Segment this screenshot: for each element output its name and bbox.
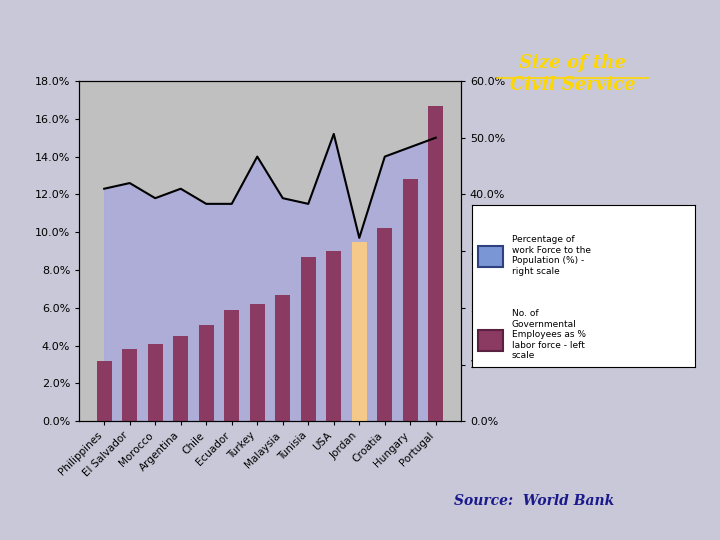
Text: Source:  World Bank: Source: World Bank bbox=[454, 494, 614, 508]
Bar bbox=[351, 242, 367, 421]
Text: Percentage of
work Force to the
Population (%) -
right scale: Percentage of work Force to the Populati… bbox=[512, 235, 591, 275]
Bar bbox=[275, 295, 290, 421]
Bar bbox=[478, 330, 503, 351]
Bar bbox=[250, 304, 265, 421]
Bar bbox=[173, 336, 189, 421]
Bar bbox=[96, 361, 112, 421]
Text: No. of
Governmental
Employees as %
labor force - left
scale: No. of Governmental Employees as % labor… bbox=[512, 309, 586, 360]
Bar bbox=[377, 228, 392, 421]
Text: Size of the
Civil Service: Size of the Civil Service bbox=[510, 54, 635, 94]
Bar bbox=[122, 349, 138, 421]
Bar bbox=[428, 106, 444, 421]
Bar bbox=[148, 344, 163, 421]
Bar bbox=[301, 257, 316, 421]
Bar bbox=[402, 179, 418, 421]
Bar bbox=[224, 309, 239, 421]
Bar bbox=[478, 246, 503, 267]
Bar bbox=[199, 325, 214, 421]
Bar bbox=[326, 251, 341, 421]
